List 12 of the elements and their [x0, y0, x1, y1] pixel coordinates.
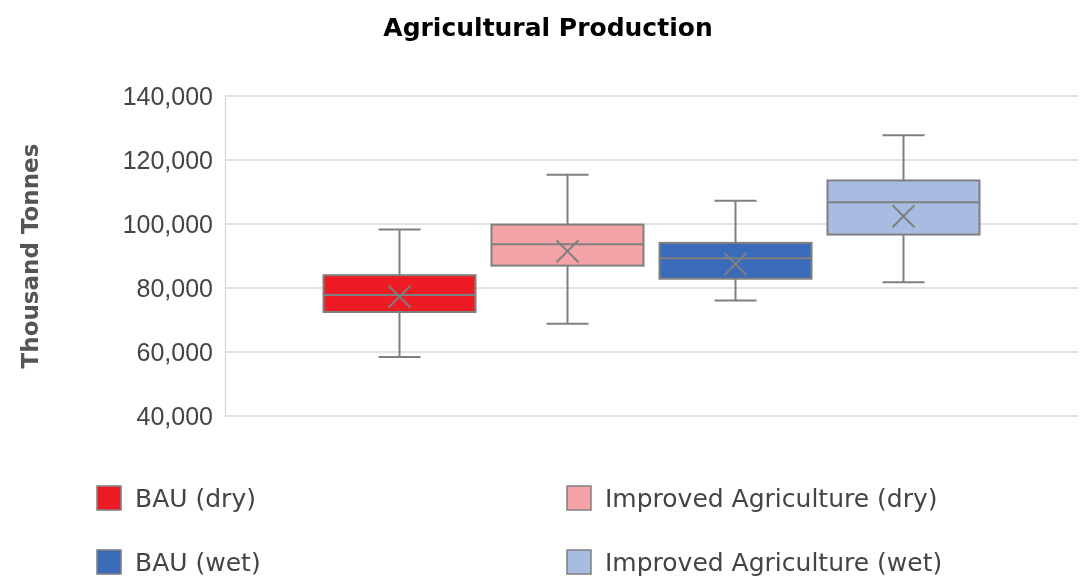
y-tick-label: 100,000 [122, 209, 213, 238]
y-tick-label: 40,000 [136, 401, 213, 430]
y-tick-label: 140,000 [122, 81, 213, 110]
legend-label: Improved Agriculture (wet) [605, 548, 943, 577]
y-tick-label: 80,000 [136, 273, 213, 302]
legend-label: BAU (wet) [135, 548, 261, 577]
legend-label: BAU (dry) [135, 484, 256, 513]
chart-title: Agricultural Production [383, 13, 713, 42]
y-tick-label: 120,000 [122, 145, 213, 174]
legend-label: Improved Agriculture (dry) [605, 484, 938, 513]
y-tick-label: 60,000 [136, 337, 213, 366]
y-axis-title: Thousand Tonnes [17, 143, 43, 369]
